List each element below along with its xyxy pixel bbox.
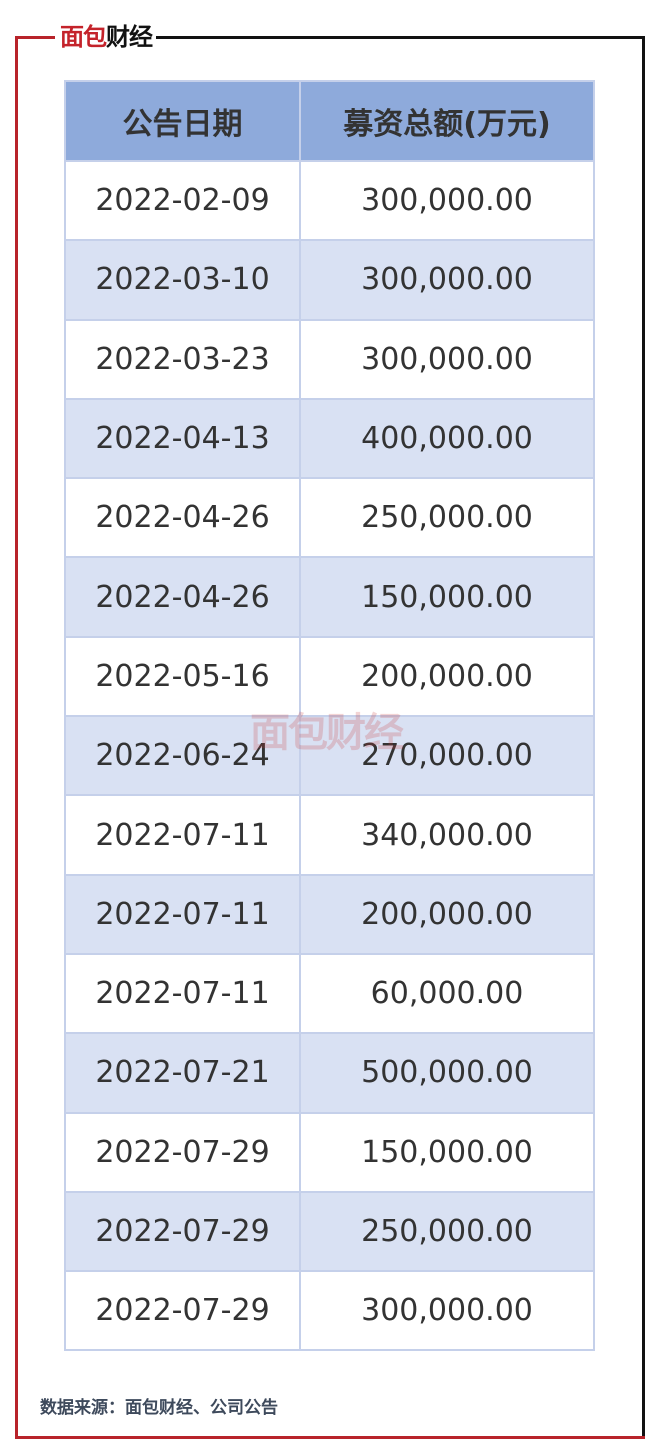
table-row: 2022-04-26 250,000.00 [64,477,595,559]
cell-date: 2022-04-26 [64,556,301,638]
logo-red-text: 面包 [60,23,107,51]
table-row: 2022-07-11 340,000.00 [64,794,595,876]
cell-date: 2022-03-23 [64,318,301,400]
cell-date: 2022-07-11 [64,873,301,955]
frame-top-red-border [15,36,55,39]
frame-right-border [642,36,645,1438]
table-row: 2022-05-16 200,000.00 [64,635,595,718]
cell-date: 2022-07-11 [64,952,301,1035]
table-row: 2022-06-24 270,000.00 [64,715,595,797]
cell-date: 2022-07-11 [64,794,301,876]
fundraising-table: 公告日期 募资总额(万元) 2022-02-09 300,000.00 2022-0… [64,80,595,1352]
table-row: 2022-07-21 500,000.00 [64,1032,595,1114]
cell-amount: 300,000.00 [299,159,595,242]
table-row: 2022-03-10 300,000.00 [64,239,595,321]
cell-date: 2022-04-13 [64,397,301,480]
cell-date: 2022-02-09 [64,159,301,242]
table-row: 2022-07-11 200,000.00 [64,873,595,955]
cell-date: 2022-07-21 [64,1032,301,1114]
cell-amount: 400,000.00 [299,397,595,480]
cell-amount: 150,000.00 [299,1111,595,1193]
table-row: 2022-07-29 150,000.00 [64,1111,595,1193]
frame-bottom-border [15,1436,645,1439]
table-row: 2022-04-26 150,000.00 [64,556,595,638]
cell-date: 2022-05-16 [64,635,301,718]
cell-date: 2022-07-29 [64,1111,301,1193]
table-row: 2022-07-29 250,000.00 [64,1190,595,1273]
header-amount: 募资总额(万元) [299,80,595,162]
cell-date: 2022-07-29 [64,1190,301,1273]
table-row: 2022-04-13 400,000.00 [64,397,595,480]
table-row: 2022-03-23 300,000.00 [64,318,595,400]
table-row: 2022-07-29 300,000.00 [64,1270,595,1352]
cell-amount: 300,000.00 [299,239,595,321]
frame-left-border [15,36,18,1438]
cell-amount: 250,000.00 [299,1190,595,1273]
cell-amount: 500,000.00 [299,1032,595,1114]
table-row: 2022-02-09 300,000.00 [64,159,595,242]
cell-amount: 200,000.00 [299,873,595,955]
cell-date: 2022-06-24 [64,715,301,797]
frame-top-black-border [128,36,645,39]
table-row: 2022-07-11 60,000.00 [64,952,595,1035]
cell-amount: 200,000.00 [299,635,595,718]
cell-amount: 270,000.00 [299,715,595,797]
table-header-row: 公告日期 募资总额(万元) [64,80,595,162]
header-date: 公告日期 [64,80,301,162]
data-source-note: 数据来源：面包财经、公司公告 [40,1398,278,1418]
cell-amount: 300,000.00 [299,1270,595,1352]
cell-date: 2022-03-10 [64,239,301,321]
cell-amount: 60,000.00 [299,952,595,1035]
logo: 面包 财经 [56,20,156,52]
logo-black-text: 财经 [106,23,153,51]
cell-amount: 340,000.00 [299,794,595,876]
cell-amount: 250,000.00 [299,477,595,559]
cell-amount: 300,000.00 [299,318,595,400]
cell-date: 2022-07-29 [64,1270,301,1352]
cell-amount: 150,000.00 [299,556,595,638]
cell-date: 2022-04-26 [64,477,301,559]
